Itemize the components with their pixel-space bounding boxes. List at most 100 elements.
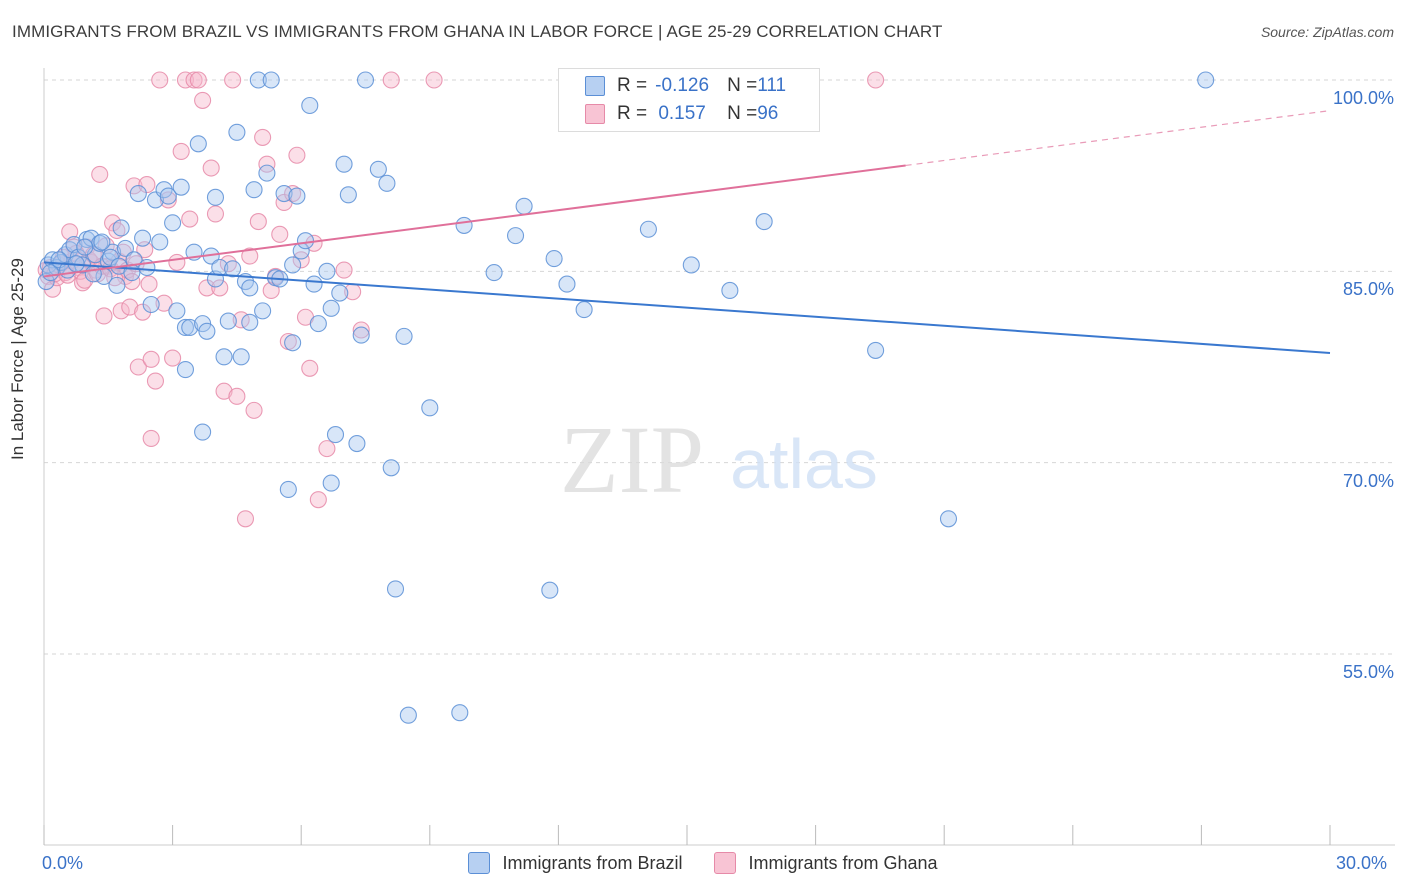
brazil-point-32 (176, 318, 195, 337)
brazil-point-26 (151, 233, 169, 251)
ghana-point-35 (181, 210, 199, 228)
brazil-point-77 (352, 326, 370, 344)
legend-r-label: R = (617, 103, 648, 124)
brazil-point-107 (84, 265, 102, 283)
watermark-atlas: atlas (730, 425, 878, 503)
brazil-point-75 (339, 186, 357, 204)
brazil-point-98 (755, 213, 773, 231)
legend-r-value-brazil: -0.126 (655, 75, 710, 96)
brazil-point-86 (451, 704, 469, 722)
brazil-point-45 (219, 312, 237, 330)
brazil-point-34 (181, 318, 199, 337)
brazil-point-73 (331, 284, 349, 302)
brazil-point-54 (254, 302, 272, 320)
y-tick-label: 100.0% (1332, 88, 1394, 108)
ghana-point-29 (155, 294, 173, 312)
ghana-point-42 (211, 279, 229, 297)
ghana-point-43 (215, 382, 233, 400)
ghana-point-95 (140, 275, 158, 293)
brazil-point-42 (206, 188, 225, 206)
brazil-point-108 (93, 233, 111, 251)
ghana-point-66 (318, 440, 336, 458)
ghana-point-22 (129, 358, 147, 376)
legend-swatch-ghana (714, 852, 737, 874)
brazil-point-65 (296, 232, 315, 250)
brazil-point-111 (123, 264, 141, 282)
brazil-point-61 (284, 256, 302, 274)
brazil-point-53 (249, 71, 267, 89)
brazil-point-76 (348, 434, 366, 453)
series-legend: Immigrants from Brazil Immigrants from G… (0, 852, 1406, 874)
legend-item-brazil: Immigrants from Brazil (468, 852, 682, 874)
brazil-point-109 (101, 248, 119, 266)
ghana-point-60 (288, 146, 306, 164)
brazil-point-31 (172, 178, 190, 196)
brazil-point-19 (116, 239, 134, 257)
brazil-point-91 (541, 581, 559, 599)
ghana-point-28 (151, 71, 169, 89)
trend-lines (43, 110, 1331, 354)
legend-r-value-ghana: 0.157 (658, 103, 706, 124)
ghana-point-65 (309, 491, 327, 509)
brazil-point-88 (485, 264, 503, 282)
brazil-point-51 (241, 313, 259, 331)
ghana-point-31 (164, 349, 182, 367)
ghana-point-46 (228, 387, 246, 405)
brazil-point-17 (108, 276, 126, 294)
axes (43, 68, 1395, 846)
legend-swatch-brazil (468, 852, 491, 874)
brazil-point-56 (262, 71, 280, 89)
legend-n-value-brazil: 111 (757, 75, 787, 96)
brazil-point-60 (279, 480, 297, 499)
legend-label-brazil: Immigrants from Brazil (502, 852, 683, 873)
ghana-point-63 (301, 359, 319, 377)
brazil-point-36 (189, 135, 207, 153)
ghana-point-70 (382, 71, 400, 89)
ghana-point-34 (176, 71, 195, 89)
brazil-point-74 (335, 155, 353, 173)
brazil-point-62 (284, 334, 302, 352)
ghana-point-20 (121, 298, 139, 316)
ghana-point-38 (194, 91, 212, 109)
ghana-point-32 (168, 253, 186, 271)
brazil-point-7 (65, 235, 83, 254)
x-tick-label-max: 30.0% (1336, 853, 1388, 873)
ghana-point-18 (112, 302, 130, 320)
brazil-point-30 (168, 302, 186, 320)
ghana-point-52 (254, 128, 272, 146)
trend-line-ghana (43, 164, 906, 278)
brazil-point-85 (421, 399, 439, 417)
legend-row-brazil: R = -0.126 N = 111 (585, 75, 786, 97)
brazil-point-87 (455, 216, 473, 234)
brazil-point-39 (198, 322, 216, 340)
ghana-point-37 (189, 71, 207, 89)
brazil-point-21 (129, 184, 147, 203)
brazil-point-89 (506, 227, 525, 245)
series-brazil-points (37, 71, 1215, 724)
brazil-point-95 (639, 220, 657, 238)
ghana-point-41 (206, 205, 225, 223)
trend-line-brazil (43, 261, 1331, 354)
chart-title: IMMIGRANTS FROM BRAZIL VS IMMIGRANTS FRO… (12, 22, 943, 41)
ghana-point-49 (241, 247, 259, 265)
ghana-point-14 (95, 307, 113, 325)
ghana-point-48 (236, 510, 255, 528)
legend-swatch-ghana (585, 104, 605, 124)
brazil-point-59 (275, 184, 293, 203)
brazil-point-70 (322, 299, 340, 317)
brazil-point-97 (721, 281, 739, 300)
legend-row-ghana: R = 0.157 N = 96 (585, 103, 778, 125)
legend-r-label: R = (617, 75, 648, 96)
brazil-point-71 (322, 474, 340, 492)
ghana-point-39 (198, 279, 216, 297)
ghana-point-53 (258, 155, 276, 173)
legend-n-value-ghana: 96 (757, 103, 779, 124)
ghana-point-50 (245, 401, 263, 419)
brazil-point-22 (134, 229, 152, 247)
ghana-point-56 (271, 225, 289, 243)
ghana-point-69 (352, 321, 370, 339)
brazil-point-24 (142, 295, 160, 314)
watermark-zip: ZIP (560, 406, 704, 513)
ghana-point-72 (867, 71, 885, 89)
